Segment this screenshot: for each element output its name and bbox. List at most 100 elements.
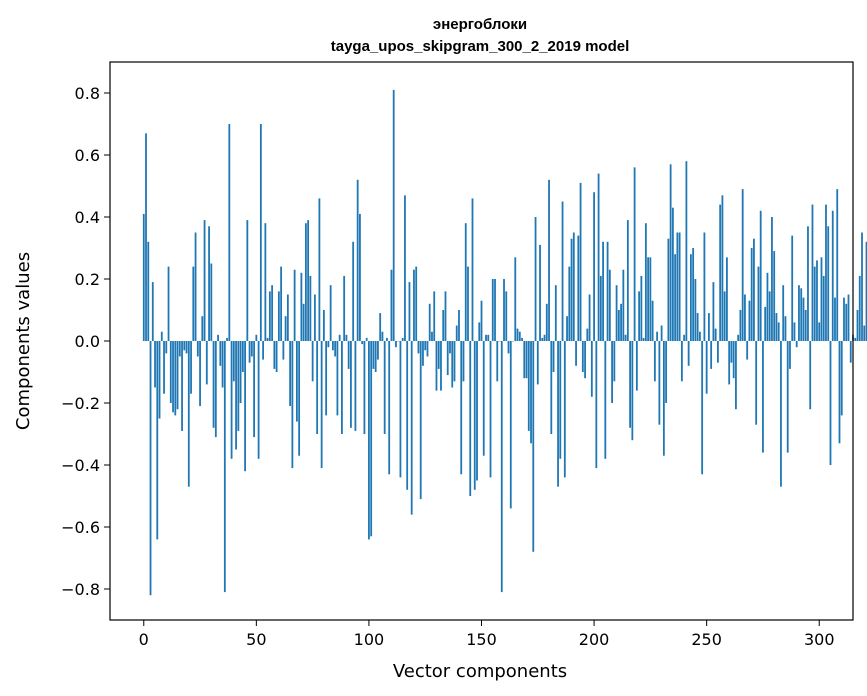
bar: [372, 341, 375, 369]
bar: [505, 291, 508, 341]
bar: [147, 241, 150, 341]
bar: [674, 254, 677, 341]
bar: [771, 217, 773, 341]
bar-series: [142, 89, 867, 596]
x-axis-label: Vector components: [393, 661, 567, 682]
bar: [861, 232, 863, 341]
bar: [653, 341, 656, 382]
bar: [764, 306, 767, 341]
bar: [834, 297, 836, 341]
bar: [753, 238, 755, 341]
bar: [604, 341, 607, 459]
bar: [318, 198, 321, 341]
bar: [712, 282, 715, 341]
bar: [286, 294, 289, 341]
bar: [811, 204, 814, 341]
bar: [370, 341, 373, 537]
bar: [343, 275, 346, 341]
bar: [428, 303, 431, 341]
bar: [545, 303, 548, 341]
bar: [552, 341, 555, 372]
bar: [424, 341, 427, 351]
bar: [413, 269, 415, 341]
bar: [710, 341, 713, 369]
bar: [575, 341, 577, 366]
bar: [689, 254, 692, 341]
bar: [717, 341, 719, 363]
bar: [469, 341, 472, 496]
bar: [359, 213, 361, 341]
bar: [262, 341, 264, 360]
bar: [354, 341, 357, 431]
y-tick-label: −0.8: [61, 580, 100, 599]
bar: [854, 337, 857, 341]
bar: [509, 341, 512, 509]
bar: [268, 291, 271, 341]
bar: [377, 341, 379, 360]
bar: [167, 266, 170, 341]
bar: [275, 341, 278, 372]
bar: [458, 310, 460, 341]
bar: [408, 282, 411, 341]
bar: [322, 310, 325, 341]
bar: [507, 341, 510, 354]
bar: [755, 341, 758, 425]
bar: [656, 331, 659, 341]
bar: [172, 341, 174, 413]
bar: [151, 282, 154, 341]
bar: [602, 241, 604, 341]
bar: [532, 341, 535, 552]
bar: [557, 341, 559, 487]
bar: [726, 257, 728, 341]
bar: [856, 310, 859, 341]
bar: [181, 341, 183, 431]
bar: [640, 275, 643, 341]
bar: [766, 272, 769, 341]
bar: [539, 244, 541, 341]
bar: [829, 341, 832, 465]
bar: [651, 300, 654, 341]
bar: [683, 334, 686, 341]
bar: [685, 161, 688, 341]
bar: [667, 238, 670, 341]
bar: [356, 179, 359, 341]
bar: [266, 337, 269, 341]
bar: [352, 241, 355, 341]
bar: [595, 341, 598, 469]
bar: [561, 201, 564, 341]
bar: [374, 341, 377, 372]
chart-title: энергоблоки: [433, 16, 527, 33]
x-tick-label: 150: [466, 630, 497, 649]
bar: [741, 189, 744, 341]
bar: [282, 341, 285, 360]
bar: [214, 341, 217, 438]
bar: [660, 325, 663, 341]
bar: [158, 341, 161, 419]
bar: [309, 275, 312, 341]
bar: [487, 334, 490, 341]
bar: [541, 337, 544, 341]
bar: [714, 328, 717, 341]
bar: [534, 217, 537, 341]
chart-subtitle: tayga_upos_skipgram_300_2_2019 model: [331, 38, 630, 55]
bar: [341, 341, 343, 434]
bar: [644, 223, 647, 341]
bar: [410, 341, 413, 515]
bar: [327, 341, 330, 348]
bar: [464, 223, 467, 341]
bar: [809, 341, 812, 410]
bar: [863, 325, 866, 341]
bar: [201, 316, 204, 341]
bar: [680, 341, 683, 382]
y-tick-label: −0.6: [61, 518, 100, 537]
bar: [620, 303, 622, 341]
bar: [635, 341, 638, 391]
bar: [730, 341, 733, 363]
bar: [523, 341, 526, 379]
bar: [320, 341, 323, 469]
x-tick-label: 0: [139, 630, 149, 649]
y-tick-label: −0.2: [61, 394, 100, 413]
x-axis: 0 50 100 150 200 250 300: [139, 620, 835, 649]
bar: [208, 226, 210, 341]
bar: [500, 341, 503, 593]
